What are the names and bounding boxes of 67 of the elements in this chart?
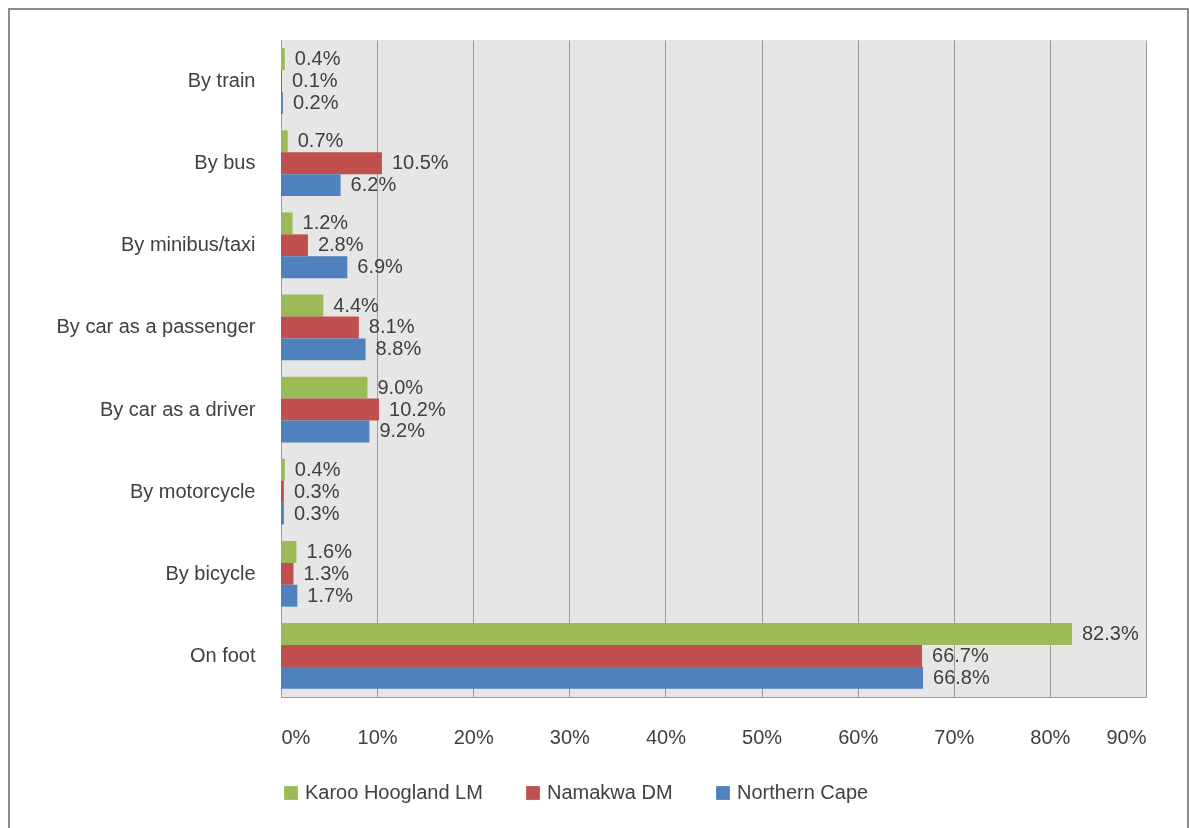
data-label: 0.2% bbox=[292, 90, 339, 113]
bar bbox=[281, 48, 285, 71]
bar bbox=[281, 212, 293, 235]
data-label: 4.4% bbox=[333, 293, 380, 316]
data-label: 8.1% bbox=[368, 315, 415, 338]
bar bbox=[281, 256, 348, 279]
data-label: 0.4% bbox=[294, 47, 341, 70]
legend-label: Northern Cape bbox=[737, 781, 869, 803]
data-label: 1.6% bbox=[306, 539, 353, 562]
data-label: 0.3% bbox=[293, 501, 340, 524]
data-label: 0.3% bbox=[293, 479, 340, 502]
data-label: 1.2% bbox=[302, 211, 349, 234]
bar bbox=[281, 584, 298, 607]
x-tick-label: 0% bbox=[281, 725, 311, 748]
bar bbox=[281, 644, 923, 667]
data-label: 0.4% bbox=[294, 457, 341, 480]
y-tick-label: By car as a passenger bbox=[56, 315, 256, 338]
y-tick-label: By train bbox=[187, 69, 256, 92]
bar bbox=[281, 338, 366, 361]
legend-label: Karoo Hoogland LM bbox=[305, 781, 483, 803]
bar bbox=[281, 152, 382, 175]
data-label: 6.9% bbox=[357, 255, 404, 278]
bar bbox=[281, 666, 924, 689]
bar bbox=[281, 420, 370, 443]
x-tick-label: 40% bbox=[645, 725, 687, 748]
bar bbox=[281, 502, 284, 525]
data-label: 0.7% bbox=[297, 129, 344, 152]
data-label: 82.3% bbox=[1081, 622, 1139, 645]
y-tick-label: On foot bbox=[189, 643, 256, 666]
bar bbox=[281, 480, 284, 503]
bar bbox=[281, 398, 380, 421]
data-label: 10.2% bbox=[389, 397, 446, 420]
bar bbox=[281, 562, 294, 585]
x-tick-label: 20% bbox=[453, 725, 494, 748]
x-tick-label: 30% bbox=[549, 725, 591, 748]
legend-label: Namakwa DM bbox=[547, 781, 673, 803]
y-tick-label: By bus bbox=[194, 151, 256, 174]
bar bbox=[281, 540, 297, 563]
bar bbox=[281, 458, 285, 481]
data-label: 1.3% bbox=[303, 561, 350, 584]
bar bbox=[281, 130, 288, 153]
data-label: 10.5% bbox=[391, 151, 449, 174]
data-label: 6.2% bbox=[350, 173, 397, 196]
x-tick-label: 10% bbox=[357, 725, 398, 748]
data-label: 0.1% bbox=[291, 69, 338, 92]
y-tick-label: By bicycle bbox=[165, 561, 256, 584]
x-tick-label: 80% bbox=[1030, 725, 1071, 748]
data-label: 8.8% bbox=[375, 337, 422, 360]
bar bbox=[281, 234, 308, 257]
data-label: 9.0% bbox=[377, 375, 424, 398]
x-tick-label: 60% bbox=[838, 725, 879, 748]
bar bbox=[281, 623, 1072, 645]
data-label: 66.8% bbox=[933, 665, 990, 688]
bar bbox=[281, 294, 324, 317]
bar bbox=[281, 376, 368, 399]
y-tick-label: By motorcycle bbox=[129, 479, 256, 502]
y-tick-label: By minibus/taxi bbox=[121, 233, 256, 256]
data-label: 9.2% bbox=[379, 419, 426, 442]
data-label: 66.7% bbox=[932, 643, 989, 666]
x-tick-label: 90% bbox=[1106, 725, 1147, 748]
data-label: 2.8% bbox=[317, 233, 364, 256]
data-label: 1.7% bbox=[307, 583, 354, 606]
bar bbox=[281, 174, 341, 197]
bar bbox=[281, 316, 359, 339]
x-tick-label: 70% bbox=[934, 725, 975, 748]
y-tick-label: By car as a driver bbox=[99, 397, 256, 420]
x-tick-label: 50% bbox=[742, 725, 783, 748]
